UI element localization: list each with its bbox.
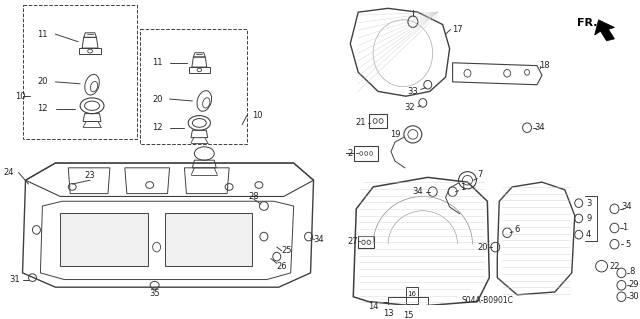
Text: 4: 4 (586, 230, 591, 239)
Text: 23: 23 (84, 171, 95, 180)
Text: 34: 34 (413, 187, 423, 196)
Text: 21: 21 (355, 118, 365, 127)
Text: 20: 20 (37, 78, 47, 86)
Text: 30: 30 (628, 292, 639, 301)
Text: 12: 12 (152, 123, 163, 132)
Text: 28: 28 (248, 192, 259, 201)
Text: 33: 33 (408, 87, 418, 96)
Text: S04A-B0901C: S04A-B0901C (461, 296, 513, 305)
Text: 6: 6 (515, 226, 520, 234)
Text: 13: 13 (383, 309, 394, 318)
Text: 27: 27 (347, 237, 358, 246)
Text: 7: 7 (477, 170, 483, 179)
Text: 35: 35 (149, 289, 160, 298)
Text: 16: 16 (408, 291, 417, 297)
Text: 19: 19 (390, 130, 400, 139)
Text: 8: 8 (630, 267, 635, 276)
Text: 12: 12 (37, 104, 47, 113)
Text: 15: 15 (403, 311, 413, 319)
Text: 26: 26 (276, 262, 287, 271)
Text: 34: 34 (621, 202, 632, 211)
Bar (140, 29, 247, 144)
Text: 1: 1 (460, 183, 465, 192)
Text: 20: 20 (152, 94, 163, 104)
Text: 29: 29 (628, 280, 639, 289)
Text: 24: 24 (3, 168, 14, 177)
Text: 10: 10 (15, 92, 26, 101)
Text: 10: 10 (252, 111, 262, 120)
Polygon shape (60, 213, 148, 266)
Text: 22: 22 (609, 262, 620, 271)
Text: 1: 1 (622, 223, 627, 232)
Text: 5: 5 (626, 240, 631, 249)
Bar (22, 5, 137, 139)
Text: 31: 31 (10, 275, 20, 284)
Text: 20: 20 (477, 242, 488, 252)
Text: FR.: FR. (577, 18, 597, 28)
Text: 34: 34 (534, 123, 545, 132)
Text: 11: 11 (37, 30, 47, 39)
Text: 17: 17 (452, 25, 463, 34)
Text: 2: 2 (348, 149, 353, 158)
Text: 25: 25 (282, 246, 292, 256)
Polygon shape (164, 213, 252, 266)
Text: 18: 18 (539, 61, 549, 70)
Polygon shape (595, 20, 614, 41)
Text: 9: 9 (586, 214, 591, 223)
Text: 34: 34 (313, 235, 324, 244)
Text: 3: 3 (586, 199, 591, 208)
Text: 14: 14 (368, 302, 378, 311)
Text: 32: 32 (404, 103, 415, 112)
Text: 11: 11 (152, 58, 163, 67)
